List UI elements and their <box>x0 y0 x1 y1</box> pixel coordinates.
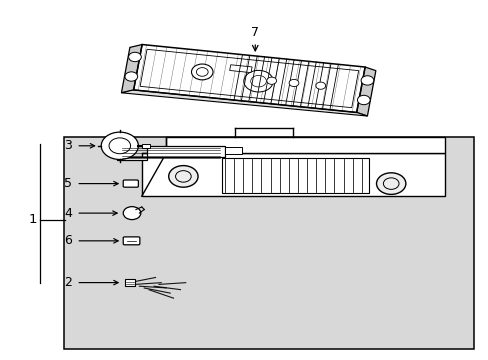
FancyBboxPatch shape <box>123 180 138 187</box>
Circle shape <box>191 64 213 80</box>
Bar <box>63 137 473 349</box>
Text: 2: 2 <box>64 276 72 289</box>
Text: 4: 4 <box>64 207 72 220</box>
Circle shape <box>376 173 405 194</box>
Circle shape <box>168 166 198 187</box>
Circle shape <box>244 71 273 92</box>
Bar <box>125 279 135 286</box>
Circle shape <box>266 77 276 84</box>
Text: 5: 5 <box>64 177 72 190</box>
Circle shape <box>125 72 138 81</box>
Circle shape <box>288 80 298 87</box>
FancyBboxPatch shape <box>123 237 140 245</box>
Bar <box>222 158 368 193</box>
Circle shape <box>360 76 373 85</box>
Bar <box>229 65 252 73</box>
Text: 7: 7 <box>251 26 259 39</box>
Polygon shape <box>117 146 224 160</box>
Circle shape <box>128 52 141 62</box>
Text: 6: 6 <box>64 234 72 247</box>
Polygon shape <box>142 153 444 196</box>
Circle shape <box>101 132 138 159</box>
Text: 3: 3 <box>64 139 72 152</box>
Polygon shape <box>356 67 375 116</box>
Polygon shape <box>121 45 142 93</box>
Circle shape <box>123 207 141 220</box>
Text: 1: 1 <box>29 213 38 226</box>
Polygon shape <box>121 90 366 116</box>
Bar <box>224 147 242 154</box>
Circle shape <box>315 82 325 89</box>
Bar <box>142 144 149 148</box>
Polygon shape <box>166 137 444 153</box>
Circle shape <box>357 95 369 105</box>
